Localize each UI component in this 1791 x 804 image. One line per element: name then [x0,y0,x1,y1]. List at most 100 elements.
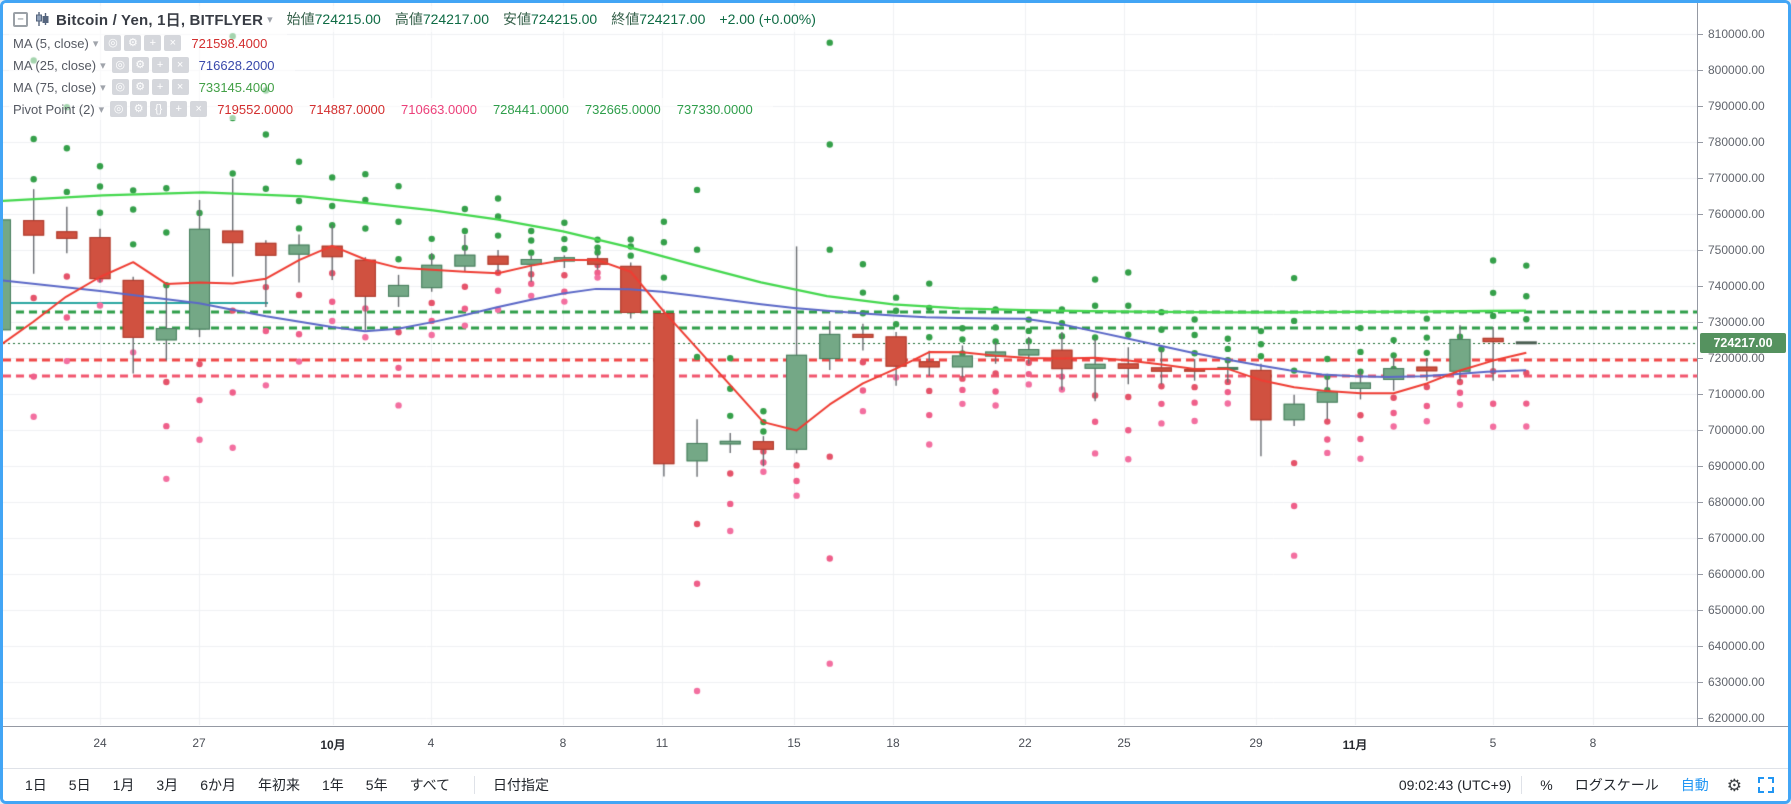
indicator-row: Pivot Point (2) ▾ ◎ ⚙{} + × 719552.0000 714887.… [9,98,773,120]
plus-icon[interactable]: + [151,79,169,95]
close-icon[interactable]: × [190,101,208,117]
price-tick [1698,70,1703,71]
eye-icon[interactable]: ◎ [111,57,129,73]
price-tick [1698,34,1703,35]
range-button[interactable]: 5日 [68,777,91,793]
candlestick-chart[interactable] [3,3,1697,725]
gear-icon[interactable]: ⚙ [1726,775,1742,795]
toolbar-divider [1521,776,1523,794]
date-range-button[interactable]: 日付指定 [493,777,550,793]
range-button[interactable]: 5年 [365,777,388,793]
close-icon[interactable]: × [171,57,189,73]
symbol-title[interactable]: Bitcoin / Yen, 1日, BITFLYER [56,11,264,29]
time-label: 24 [93,736,107,750]
gear-icon[interactable]: ⚙ [131,57,149,73]
collapse-icon[interactable]: – [13,11,28,27]
close-icon[interactable]: × [164,35,182,51]
price-label: 680000.00 [1708,495,1765,509]
close-icon[interactable]: × [171,79,189,95]
indicator-name[interactable]: MA (5, close) [13,35,89,51]
indicator-row: MA (5, close) ▾ ◎ ⚙ + × 721598.4000 [9,32,288,54]
range-button[interactable]: 1日 [25,777,47,793]
fullscreen-icon[interactable] [1758,777,1774,793]
indicator-name[interactable]: MA (25, close) [13,57,97,73]
range-button[interactable]: 6か月 [200,777,236,793]
indicator-value: 732665.0000 [584,101,661,117]
price-tick [1698,322,1703,323]
price-tick [1698,610,1703,611]
gear-icon[interactable]: ⚙ [130,101,148,117]
plus-icon[interactable]: + [144,35,162,51]
eye-icon[interactable]: ◎ [110,101,128,117]
candlestick-series-icon [34,11,50,27]
indicator-row: MA (75, close) ▾ ◎ ⚙ + × 733145.4000 [9,76,295,98]
auto-scale-button[interactable]: 自動 [1680,777,1709,793]
chevron-down-icon[interactable]: ▾ [100,59,106,72]
price-tick [1698,538,1703,539]
chevron-down-icon[interactable]: ▾ [92,37,99,50]
indicator-value: 721598.4000 [191,35,268,51]
price-label: 620000.00 [1708,711,1765,725]
range-button[interactable]: 3月 [156,777,179,793]
plus-icon[interactable]: + [170,101,188,117]
time-label: 11 [655,736,669,750]
price-label: 730000.00 [1708,315,1765,329]
ohlc-pair: 安値724215.00 [503,11,598,27]
time-label: 10月 [320,738,346,752]
range-button[interactable]: 年初来 [257,777,300,793]
eye-icon[interactable]: ◎ [111,79,129,95]
price-tick [1698,286,1703,287]
chevron-down-icon[interactable]: ▾ [267,13,273,26]
plus-icon[interactable]: + [151,57,169,73]
ohlc-pair: 終値724217.00 [611,11,706,27]
price-label: 690000.00 [1708,459,1765,473]
last-price-tag: 724217.00 [1700,332,1786,353]
indicator-value: 716628.2000 [198,57,275,73]
time-label: 4 [427,736,435,750]
indicator-value: 714887.0000 [309,101,386,117]
time-axis[interactable]: 24 27 10月 4 8 11 15 18 22 25 29 11月 5 8 [3,726,1788,768]
braces-icon[interactable]: {} [150,101,168,117]
chart-main-row: – Bitcoin / Yen, 1日, BITFLYER ▾ 始値724215… [3,3,1788,726]
range-button[interactable]: 1年 [321,777,344,793]
log-scale-button[interactable]: ログスケール [1574,777,1659,793]
chevron-down-icon[interactable]: ▾ [100,81,106,94]
price-label: 760000.00 [1708,207,1765,221]
price-tick [1698,718,1703,719]
symbol-header-row: – Bitcoin / Yen, 1日, BITFLYER ▾ 始値724215… [9,6,820,32]
time-label: 8 [559,736,567,750]
indicator-row: MA (25, close) ▾ ◎ ⚙ + × 716628.2000 [9,54,295,76]
time-label: 22 [1018,736,1032,750]
price-tick [1698,430,1703,431]
indicator-value: 728441.0000 [492,101,569,117]
change-readout: +2.00 (+0.00%) [719,11,816,27]
legend: – Bitcoin / Yen, 1日, BITFLYER ▾ 始値724215… [9,6,820,120]
price-label: 770000.00 [1708,171,1765,185]
chevron-down-icon[interactable]: ▾ [98,103,105,116]
price-tick [1698,682,1703,683]
price-label: 800000.00 [1708,63,1765,77]
indicator-name[interactable]: Pivot Point (2) [13,101,95,117]
price-label: 660000.00 [1708,567,1765,581]
price-tick [1698,250,1703,251]
indicator-value: 737330.0000 [676,101,753,117]
indicator-value: 710663.0000 [401,101,477,117]
range-button[interactable]: 1月 [112,777,135,793]
price-label: 810000.00 [1708,27,1765,41]
percent-scale-button[interactable]: % [1540,777,1553,793]
clock[interactable]: 09:02:43 (UTC+9) [1398,777,1512,793]
time-label: 5 [1489,736,1497,750]
ohlc-readout: 始値724215.00 高値724217.00 安値724215.00 終値72421… [287,9,706,29]
price-label: 700000.00 [1708,423,1765,437]
gear-icon[interactable]: ⚙ [124,35,142,51]
price-label: 640000.00 [1708,639,1765,653]
eye-icon[interactable]: ◎ [104,35,122,51]
indicator-name[interactable]: MA (75, close) [13,79,97,95]
price-axis[interactable]: 724217.00 810000.00 800000.00 790000.00 780… [1697,3,1788,726]
gear-icon[interactable]: ⚙ [131,79,149,95]
time-label: 29 [1249,736,1263,750]
price-label: 740000.00 [1708,279,1765,293]
price-label: 790000.00 [1708,99,1765,113]
range-button[interactable]: すべて [409,777,451,793]
